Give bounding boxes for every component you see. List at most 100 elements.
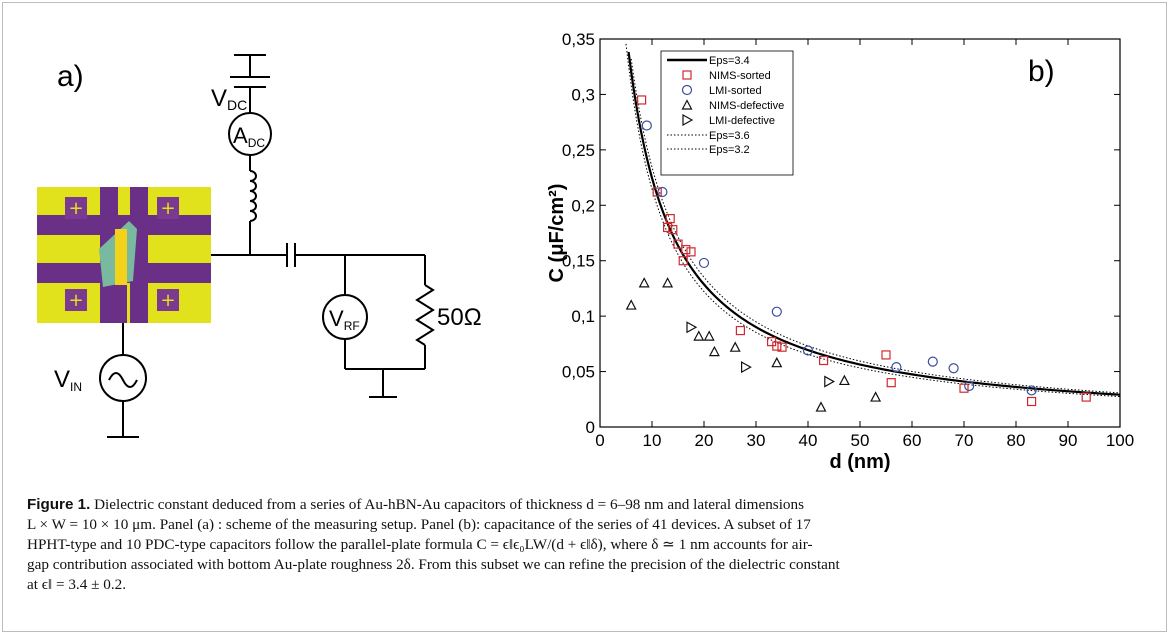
- x-tick-label: 20: [695, 431, 714, 450]
- y-tick-label: 0,25: [562, 141, 595, 160]
- data-point-lmi-sorted: [802, 345, 814, 356]
- data-point-nims-sorted: [881, 350, 891, 360]
- legend-label: NIMS-sorted: [709, 70, 771, 82]
- y-tick-label: 0,2: [571, 196, 595, 215]
- data-point-nims-sorted: [678, 256, 688, 266]
- legend-label: LMI-sorted: [709, 85, 762, 97]
- data-point-nims-sorted: [777, 342, 787, 352]
- legend-right-triangle-marker: [682, 113, 694, 127]
- data-points: [625, 95, 1091, 412]
- x-tick-label: 80: [1007, 431, 1026, 450]
- data-point-lmi-sorted: [948, 363, 959, 374]
- data-point-nims-sorted: [735, 325, 745, 336]
- legend-label: LMI-defective: [709, 115, 775, 127]
- data-point-nims-sorted: [686, 247, 696, 257]
- data-point-nims-sorted: [959, 383, 969, 393]
- data-point-nims-defective: [838, 374, 850, 386]
- data-point-nims-defective: [815, 401, 827, 412]
- circuit-schematic: a) VDC ADC +: [37, 54, 482, 438]
- fit-curve-eps-3-6: [630, 58, 1121, 394]
- fit-curve-eps-3-4: [627, 51, 1121, 396]
- v-rf-label: VRF: [329, 306, 360, 333]
- x-tick-label: 10: [643, 431, 662, 450]
- x-tick-label: 30: [747, 431, 766, 450]
- sine-wave-icon: [108, 372, 138, 388]
- data-point-lmi-sorted: [964, 380, 975, 392]
- figure-caption: Figure 1. Dielectric constant deduced fr…: [27, 495, 1145, 595]
- rf-meter-symbol: [322, 294, 368, 340]
- caption-line: gap contribution associated with bottom …: [27, 556, 840, 573]
- data-point-lmi-sorted: [657, 186, 668, 198]
- data-point-nims-defective: [703, 330, 715, 341]
- y-tick-label: 0: [586, 418, 595, 437]
- data-point-nims-defective: [708, 345, 720, 357]
- data-point-nims-defective: [662, 277, 674, 288]
- data-point-nims-defective: [625, 299, 637, 310]
- data-point-nims-defective: [693, 330, 705, 341]
- data-point-lmi-sorted: [641, 120, 652, 131]
- x-tick-label: 0: [595, 431, 604, 450]
- data-point-lmi-defective: [824, 375, 836, 388]
- v-dc-label: VDC: [211, 85, 247, 113]
- x-tick-label: 60: [903, 431, 922, 450]
- data-point-lmi-sorted: [771, 306, 782, 317]
- data-point-lmi-defective: [686, 321, 698, 334]
- y-tick-label: 0,1: [571, 307, 595, 326]
- fit-curve-eps-3-2: [625, 43, 1121, 398]
- data-point-lmi-sorted: [927, 356, 938, 367]
- x-tick-label: 70: [955, 431, 974, 450]
- panel-b-label: b): [1028, 55, 1055, 88]
- data-point-nims-sorted: [1081, 392, 1091, 402]
- y-tick-label: 0,3: [571, 85, 595, 104]
- legend-label: Eps=3.6: [709, 130, 750, 142]
- legend-triangle-marker: [681, 99, 693, 110]
- y-tick-label: 0,05: [562, 363, 595, 382]
- y-axis-label: C (μF/cm²): [546, 184, 568, 283]
- data-point-lmi-defective: [741, 361, 752, 374]
- x-axis-label: d (nm): [829, 451, 890, 473]
- pad-sign: +: [68, 198, 83, 219]
- data-point-nims-sorted: [662, 222, 673, 233]
- caption-line: L × W = 10 × 10 μm. Panel (a) : scheme o…: [27, 516, 811, 533]
- data-point-nims-sorted: [665, 213, 675, 224]
- data-point-nims-sorted: [819, 355, 829, 366]
- data-point-nims-sorted: [681, 245, 691, 255]
- legend: Eps=3.4 NIMS-sorted LMI-sorted NIMS-defe…: [660, 50, 794, 176]
- legend-label: Eps=3.2: [709, 144, 750, 156]
- data-point-nims-sorted: [668, 225, 678, 235]
- data-point-lmi-sorted: [891, 362, 902, 373]
- data-point-nims-defective: [771, 356, 783, 368]
- x-tick-label: 100: [1106, 431, 1134, 450]
- data-point-nims-sorted: [1027, 396, 1037, 407]
- legend-circle-marker: [681, 84, 693, 96]
- data-point-nims-sorted: [886, 378, 896, 388]
- legend-label: Eps=3.4: [709, 55, 750, 67]
- x-tick-label: 50: [851, 431, 870, 450]
- pad-sign: +: [160, 198, 175, 219]
- data-point-nims-sorted: [772, 341, 782, 351]
- panel-a-label: a): [57, 60, 84, 93]
- data-point-nims-defective: [729, 341, 741, 352]
- data-point-nims-sorted: [636, 95, 647, 105]
- legend-label: NIMS-defective: [709, 100, 784, 112]
- pad-sign: +: [160, 290, 175, 311]
- capacitance-chart: 0 10 20 30 40 50 60 70 80 90 100 0 0,05 0,1 0,15 0,2 0,2…: [546, 30, 1134, 473]
- x-tick-label: 90: [1059, 431, 1078, 450]
- pad-sign: +: [68, 290, 83, 311]
- data-point-lmi-sorted: [1026, 385, 1037, 396]
- circuit-wires: [107, 243, 435, 438]
- device-image: + + + +: [37, 187, 211, 323]
- data-point-nims-sorted: [652, 187, 662, 197]
- axis-ticks: 0 10 20 30 40 50 60 70 80 90 100 0 0,05 0,1 0,15 0,2 0,2…: [562, 30, 1134, 450]
- data-point-lmi-sorted: [698, 257, 710, 269]
- inductor-symbol: [249, 155, 257, 255]
- y-tick-label: 0,15: [562, 252, 595, 271]
- v-in-label: VIN: [54, 366, 82, 394]
- x-tick-label: 40: [799, 431, 818, 450]
- data-point-nims-defective: [870, 391, 882, 402]
- caption-line: at ϵ‖ = 3.4 ± 0.2.: [27, 576, 127, 593]
- legend-square-marker: [682, 70, 692, 80]
- resistor-label: 50Ω: [437, 304, 482, 331]
- data-point-nims-sorted: [673, 239, 683, 249]
